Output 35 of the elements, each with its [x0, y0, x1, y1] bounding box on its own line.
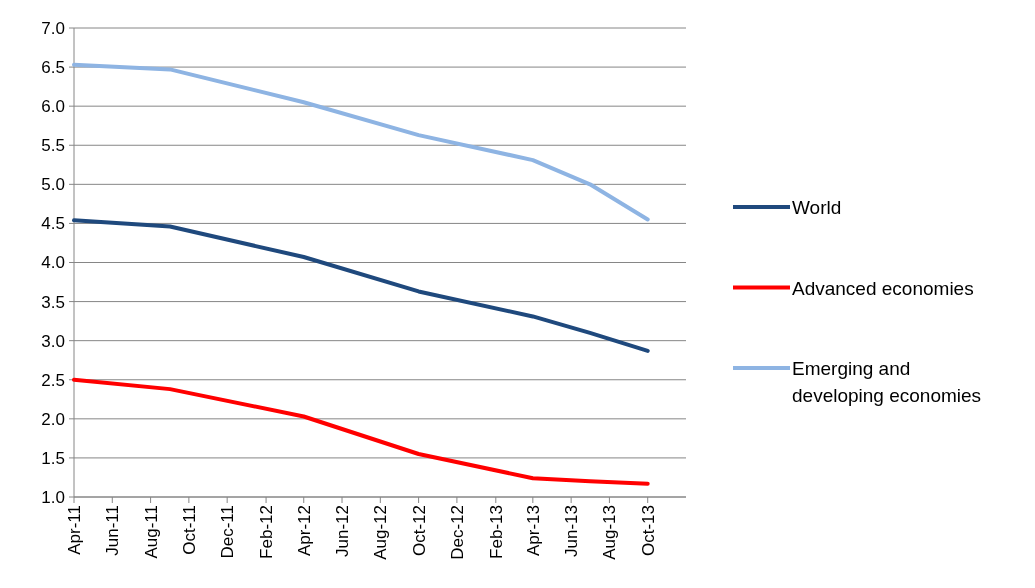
- y-tick-label: 4.0: [41, 253, 65, 273]
- y-tick-label: 6.0: [41, 97, 65, 117]
- y-tick-label: 1.5: [41, 448, 65, 468]
- line-series: [72, 377, 650, 486]
- x-tick-label: Aug-11: [141, 505, 161, 559]
- x-tick-label: Apr-11: [64, 505, 84, 555]
- x-tick-label: Apr-12: [294, 505, 314, 557]
- y-tick-label: 5.5: [41, 136, 65, 156]
- x-tick-label: Jun-13: [562, 505, 582, 557]
- x-tick-label: Feb-12: [257, 505, 277, 559]
- legend-label: Advanced economies: [792, 277, 974, 299]
- x-tick-label: Apr-13: [523, 505, 543, 557]
- x-tick-label: Oct-11: [179, 505, 199, 555]
- x-tick-label: Dec-12: [447, 505, 467, 560]
- x-tick-label: Aug-13: [600, 505, 620, 560]
- x-tick-label: Oct-13: [638, 505, 658, 557]
- y-tick-label: 3.5: [41, 292, 65, 312]
- y-tick-label: 2.5: [41, 370, 65, 390]
- legend-label: World: [792, 197, 842, 218]
- y-tick-label: 6.5: [41, 58, 65, 78]
- x-tick-label: Dec-11: [218, 505, 238, 559]
- y-tick-label: 3.0: [41, 331, 65, 351]
- line-series: [72, 62, 650, 222]
- x-tick-label: Aug-12: [371, 505, 391, 560]
- line-series: [72, 218, 650, 353]
- y-tick-label: 7.0: [41, 18, 65, 38]
- legend-label: Emerging and developing economies: [792, 358, 982, 406]
- y-tick-label: 5.0: [41, 175, 65, 195]
- y-tick-label: 4.5: [41, 214, 65, 234]
- x-tick-label: Feb-13: [486, 505, 506, 559]
- x-tick-label: Oct-12: [409, 505, 429, 557]
- y-tick-label: 2.0: [41, 409, 65, 429]
- x-tick-label: Jun-12: [332, 505, 352, 557]
- y-tick-label: 1.0: [41, 487, 65, 507]
- x-tick-label: Jun-11: [103, 505, 123, 556]
